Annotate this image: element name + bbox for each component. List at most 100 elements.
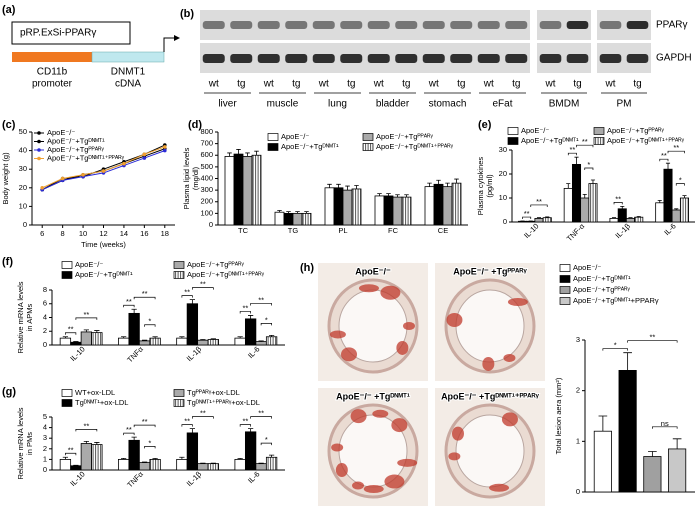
point	[101, 169, 106, 173]
legend-label: ApoE⁻/⁻+Tgᴰᴺᴹᵀ¹	[573, 274, 631, 283]
significance-label: *	[265, 315, 268, 324]
lesion	[372, 409, 389, 418]
significance-bracket	[123, 304, 135, 308]
error-bar	[210, 338, 216, 340]
bar	[234, 458, 246, 471]
lumen	[455, 414, 525, 488]
bar	[563, 187, 573, 223]
band	[566, 54, 589, 63]
bar	[542, 217, 552, 223]
band	[626, 54, 649, 63]
cdna-label: DNMT1	[111, 67, 146, 78]
y-tick-label: 8	[43, 285, 47, 294]
panel-letter: (g)	[2, 386, 16, 398]
significance-label: **	[68, 325, 74, 334]
y-tick-label: 30	[19, 164, 27, 173]
band	[450, 21, 473, 29]
band	[312, 54, 335, 63]
legend-swatch	[61, 399, 73, 407]
panel-letter: (a)	[2, 4, 16, 16]
significance-label: **	[200, 280, 206, 289]
legend-swatch	[173, 261, 185, 269]
x-tick-label: TC	[238, 226, 249, 235]
y-tick-label: 1	[576, 436, 580, 445]
band	[367, 54, 390, 63]
significance-label: **	[661, 151, 667, 160]
band	[477, 54, 500, 63]
legend-marker	[37, 131, 41, 135]
y-tick-label: 4	[43, 423, 47, 432]
error-bar	[268, 334, 275, 337]
bar	[59, 458, 72, 471]
image-label: ApoE⁻/⁻ +Tgᴰᴺᴹᵀ¹	[336, 391, 410, 401]
y-tick-label: 500	[200, 162, 213, 171]
error-bar	[227, 152, 232, 157]
image-label: ApoE⁻/⁻ +Tgᴾᴾᴬᴿᵞ	[453, 266, 527, 276]
significance-bracket	[239, 424, 251, 427]
x-tick-label: 6	[40, 229, 44, 238]
lane-label: wt	[545, 79, 556, 90]
significance-label: **	[184, 417, 190, 426]
significance-label: **	[615, 194, 621, 203]
error-bar	[121, 457, 127, 460]
lesion	[384, 474, 405, 489]
panel-letter: (c)	[2, 119, 16, 131]
lesion	[501, 412, 518, 427]
point	[40, 186, 45, 190]
bar	[255, 463, 267, 471]
bar	[176, 337, 188, 346]
legend-swatch	[267, 133, 279, 141]
bar	[80, 331, 93, 346]
x-tick-label: IL-6	[246, 345, 262, 361]
x-tick-label: PL	[338, 226, 347, 235]
legend-label: Tgᴰᴺᴹᵀ¹⁺ᴾᴾᴬᴿᵞ+ox-LDL	[187, 398, 260, 407]
lesion	[489, 483, 510, 492]
chart: 0 10 20 30 Plasma cytokines (pg/ml) IL-10 TNF-α…	[476, 126, 695, 243]
y-tick-label: 700	[200, 139, 213, 148]
lane-label: tg	[237, 79, 245, 90]
error-bar	[152, 336, 158, 339]
significance-bracket	[522, 216, 532, 220]
lesion	[403, 322, 415, 330]
error-bar	[295, 211, 300, 214]
significance-bracket	[123, 432, 135, 436]
legend-label: ApoE⁻/⁻+Tgᴾᴾᴬᴿᵞ	[47, 145, 105, 154]
lesion	[446, 313, 463, 328]
bar	[342, 189, 353, 226]
panel-letter: (b)	[180, 8, 194, 20]
legend-swatch	[559, 275, 571, 283]
lesion	[380, 285, 401, 300]
error-bar	[83, 329, 89, 332]
error-bar	[141, 461, 148, 463]
error-bar	[94, 330, 100, 333]
point	[162, 148, 167, 153]
error-bar	[237, 336, 243, 339]
significance-bracket	[530, 204, 548, 207]
error-bar	[611, 217, 617, 219]
error-bar	[189, 428, 196, 433]
significance-bracket	[602, 348, 628, 351]
bar	[424, 186, 435, 226]
chart: 0 12 34 5 Relative mRNA levels in PMs IL-10 TNF…	[16, 388, 285, 489]
significance-bracket	[667, 150, 685, 154]
significance-label: *	[679, 176, 682, 185]
arrow	[163, 37, 176, 52]
legend-swatch	[593, 137, 605, 145]
row-label: GAPDH	[656, 53, 692, 64]
significance-bracket	[652, 426, 678, 429]
bar	[251, 154, 262, 226]
image-label: ApoE⁻/⁻	[355, 266, 391, 276]
y-tick-label: 300	[200, 185, 213, 194]
error-bar	[574, 156, 579, 165]
error-bar	[131, 308, 137, 314]
error-bar	[436, 179, 441, 185]
y-axis-label: Plasma cytokines	[476, 157, 485, 216]
significance-label: *	[148, 317, 151, 326]
y-tick-label: 0	[23, 220, 27, 229]
error-bar	[674, 208, 679, 210]
legend-label: ApoE⁻/⁻+Tgᴰᴺᴹᵀ¹	[521, 136, 579, 145]
panel-labels: (a) (b) (c) (d) (e) (f) (g) (h)	[2, 4, 492, 398]
band	[477, 21, 500, 29]
